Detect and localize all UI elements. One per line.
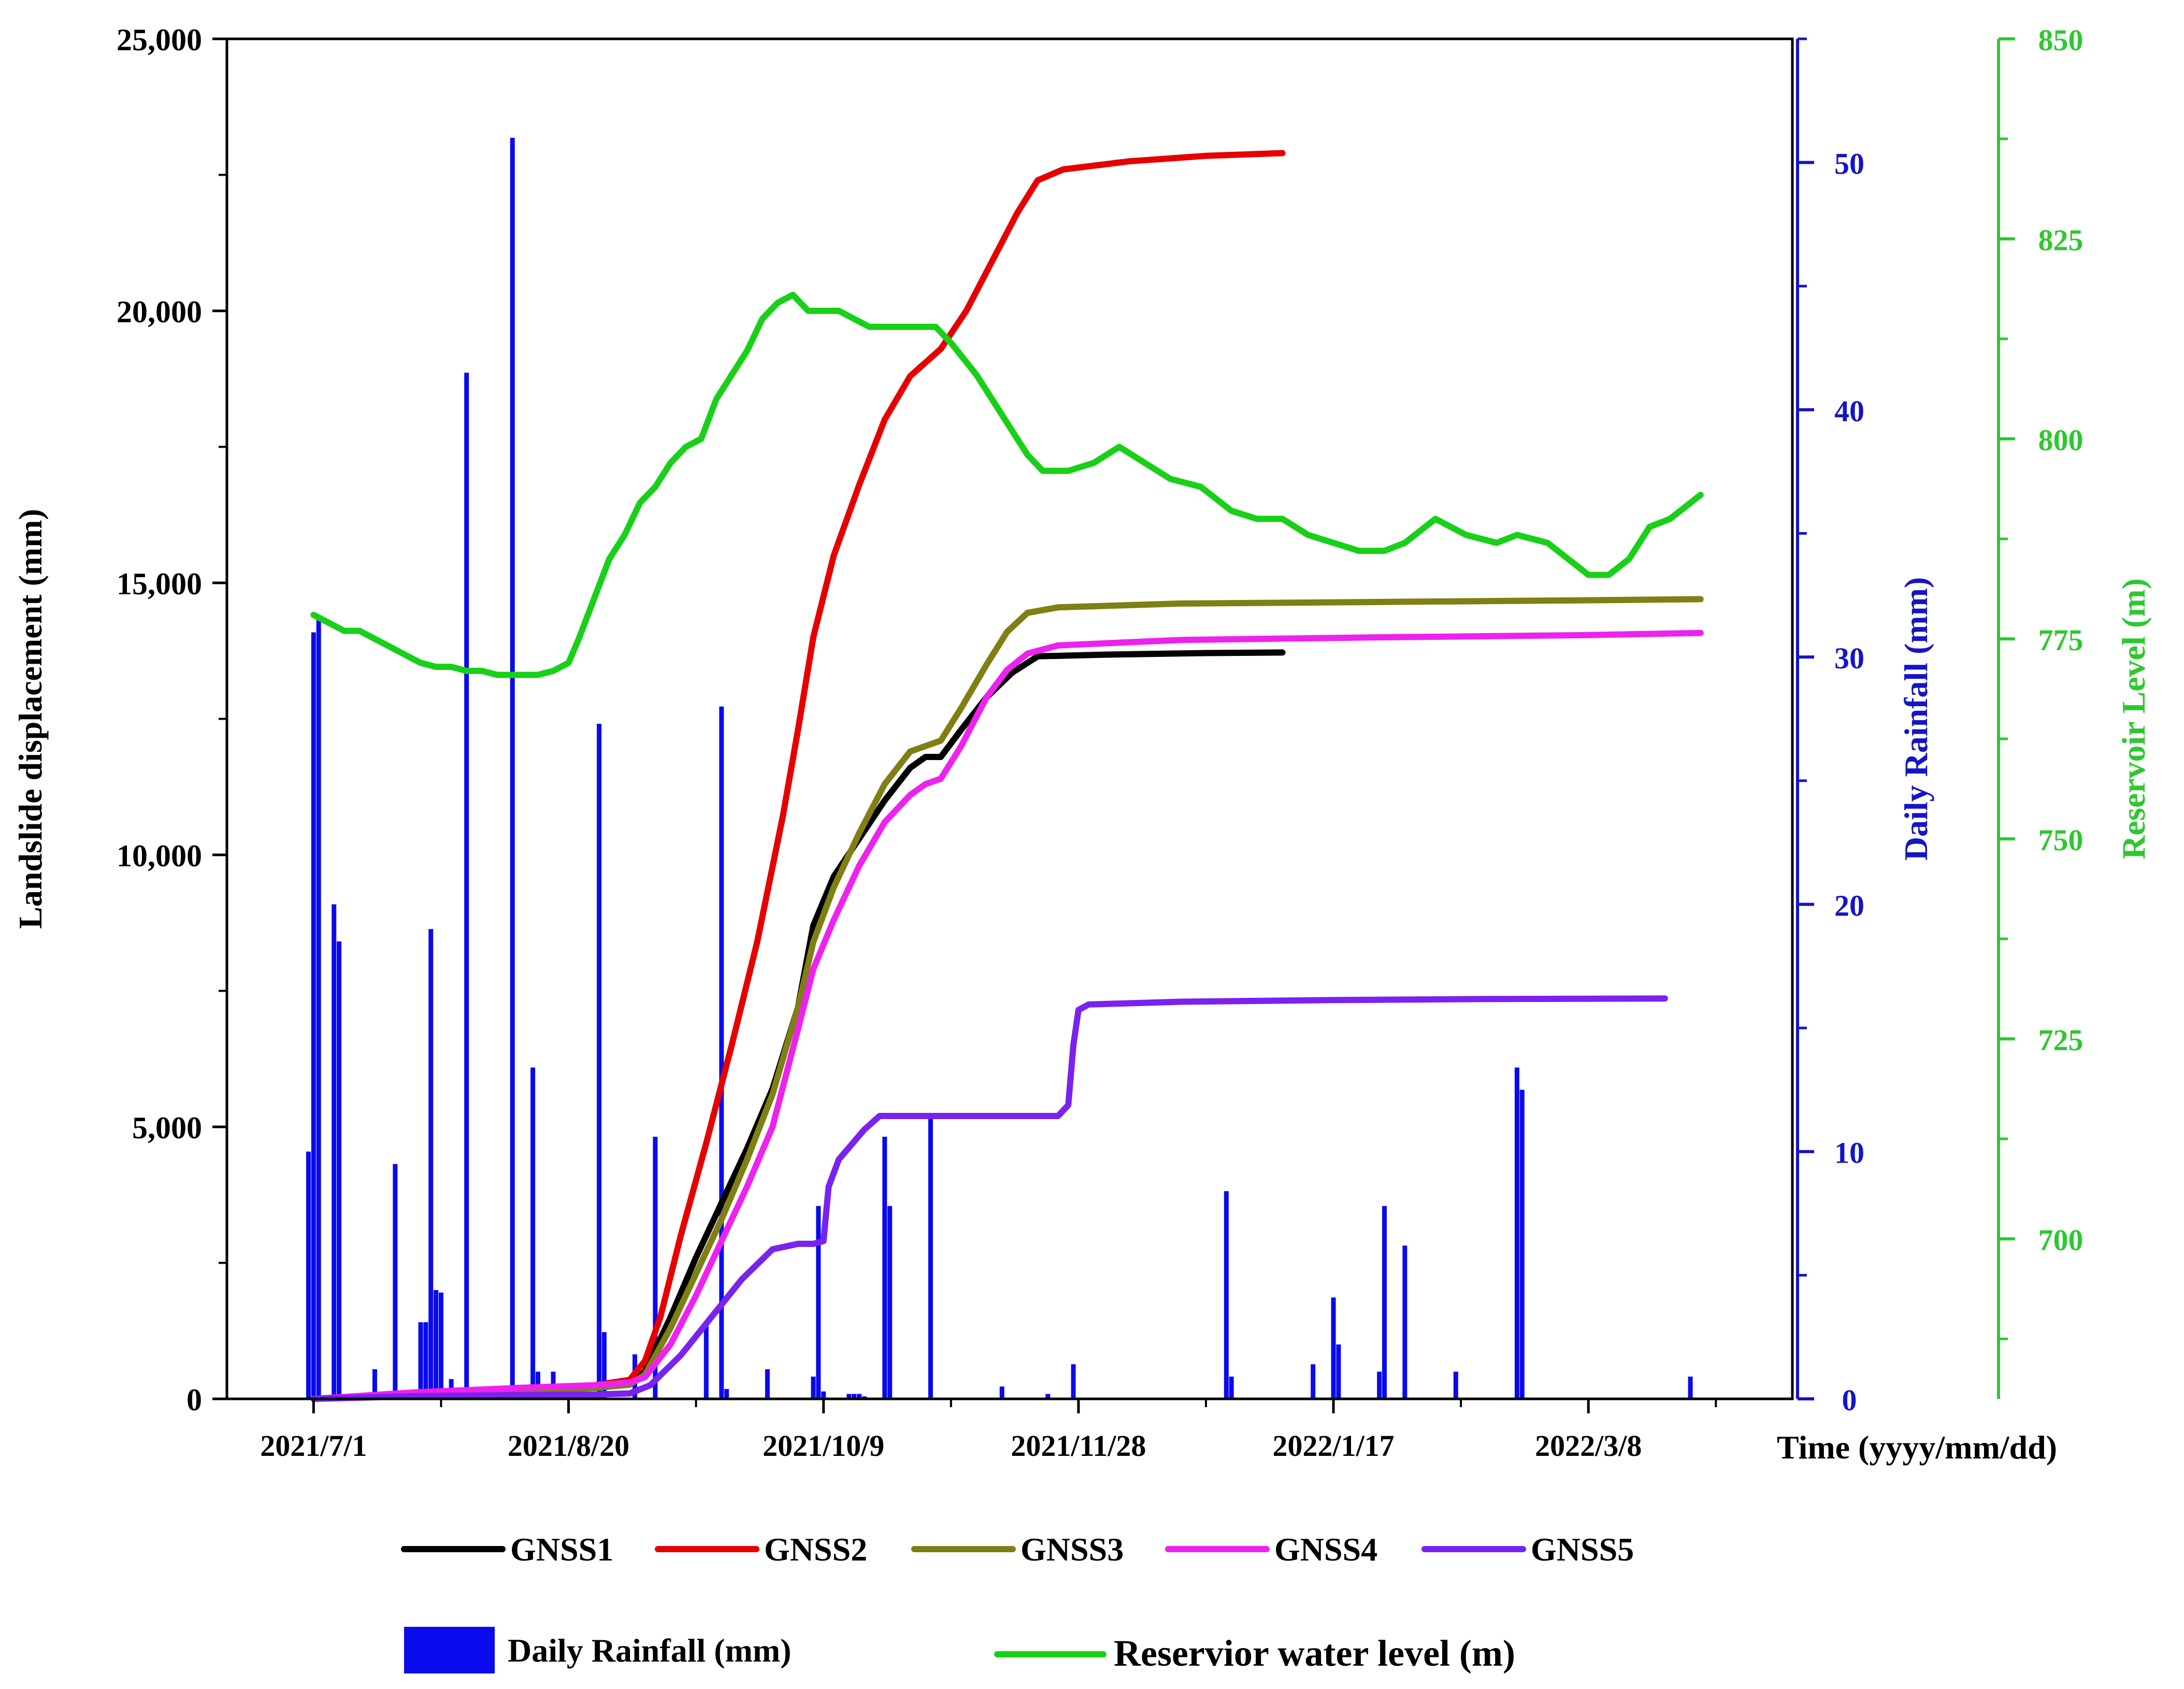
rainfall-bar-37: [887, 1206, 893, 1399]
reservoir-axis-tick-label: 750: [2038, 823, 2084, 857]
legend-label-reservoir-water-level: Reservior water level (m): [1114, 1633, 1515, 1674]
rainfall-bar-27: [724, 1389, 729, 1399]
rainfall-bar-9: [423, 1322, 428, 1399]
rainfall-bar-8: [418, 1322, 423, 1399]
reservoir-axis-tick-label: 850: [2038, 23, 2084, 57]
rainfall-axis-title: Daily Rainfall (mm): [1898, 577, 1934, 861]
x-axis-tick-label: 2021/7/1: [260, 1429, 367, 1463]
rainfall-axis-tick-label: 10: [1834, 1136, 1864, 1170]
legend: GNSS1 GNSS2 GNSS3 GNSS4 GNSS5 Daily Rainfall …: [401, 1531, 1634, 1674]
rainfall-bar-33: [852, 1394, 857, 1399]
rainfall-bar-31: [821, 1391, 826, 1399]
left-axis-tick-label: 20,000: [117, 295, 202, 329]
series-line-gnss4: [310, 629, 1704, 1402]
rainfall-bar-14: [464, 373, 469, 1399]
rainfall-bar-25: [703, 1324, 709, 1399]
x-axis-title: Time (yyyy/mm/dd): [1777, 1429, 2057, 1466]
rainfall-bar-42: [1224, 1191, 1229, 1399]
left-axis-tick-label: 25,000: [117, 23, 202, 57]
legend-label-gnss3: GNSS3: [1021, 1531, 1124, 1568]
rainfall-bar-36: [882, 1137, 887, 1399]
rainfall-axis-tick-label: 50: [1834, 147, 1864, 181]
rainfall-bar-21: [597, 724, 602, 1399]
rainfall-bar-11: [434, 1290, 439, 1399]
x-axis-tick-label: 2021/8/20: [508, 1429, 629, 1463]
reservoir-axis-tick-label: 775: [2038, 623, 2084, 657]
series-line-gnss5: [310, 995, 1668, 1402]
rainfall-bar-48: [1382, 1206, 1387, 1399]
rainfall-bar-29: [811, 1377, 816, 1399]
rainfall-bar-53: [1688, 1377, 1693, 1399]
rainfall-bar-46: [1336, 1344, 1341, 1399]
rainfall-bar-2: [316, 620, 321, 1399]
rainfall-bar-3: [332, 904, 337, 1399]
rainfall-bar-16: [530, 1067, 536, 1399]
rainfall-bar-6: [393, 1164, 398, 1399]
legend-swatch-daily-rainfall: [404, 1627, 495, 1673]
rainfall-bar-30: [816, 1206, 821, 1399]
left-axis-title: Landslide displacement (mm): [12, 509, 49, 929]
rainfall-bar-40: [1045, 1394, 1051, 1399]
reservoir-axis-tick-label: 700: [2038, 1223, 2084, 1257]
legend-label-daily-rainfall: Daily Rainfall (mm): [508, 1632, 792, 1669]
rainfall-bar-41: [1071, 1364, 1076, 1399]
reservoir-axis-tick-label: 800: [2038, 423, 2084, 457]
legend-label-gnss2: GNSS2: [764, 1531, 867, 1568]
rainfall-bar-26: [719, 706, 724, 1399]
rainfall-bar-4: [337, 941, 342, 1399]
rainfall-bar-39: [999, 1386, 1004, 1399]
series-lines: [310, 150, 1704, 1402]
rainfall-bar-12: [438, 1292, 443, 1399]
legend-label-gnss5: GNSS5: [1531, 1531, 1634, 1568]
rainfall-bars: [306, 137, 1693, 1399]
rainfall-bar-38: [928, 1114, 933, 1399]
rainfall-bar-34: [857, 1394, 862, 1399]
legend-label-gnss4: GNSS4: [1274, 1531, 1377, 1568]
left-axis-tick-label: 5,000: [132, 1111, 202, 1145]
x-axis-tick-label: 2022/1/17: [1272, 1429, 1394, 1463]
rainfall-axis-tick-label: 40: [1834, 394, 1864, 428]
rainfall-bar-43: [1229, 1377, 1234, 1399]
rainfall-bar-15: [510, 137, 515, 1399]
series-line-gnss2: [310, 150, 1286, 1402]
rainfall-bar-32: [846, 1394, 852, 1399]
x-axis-tick-label: 2021/10/9: [763, 1429, 884, 1463]
rainfall-axis-tick-label: 20: [1834, 889, 1864, 922]
rainfall-bar-50: [1453, 1371, 1458, 1399]
reservoir-axis-title: Reservoir Level (m): [2115, 578, 2152, 860]
rainfall-axis-tick-label: 0: [1842, 1383, 1857, 1417]
legend-label-gnss1: GNSS1: [510, 1531, 613, 1568]
rainfall-bar-52: [1519, 1090, 1525, 1399]
reservoir-axis-tick-label: 825: [2038, 223, 2084, 257]
rainfall-axis-tick-label: 30: [1834, 641, 1864, 675]
series-line-reservior-water-level-m-: [310, 292, 1704, 678]
x-axis-tick-label: 2021/11/28: [1011, 1429, 1146, 1463]
rainfall-bar-47: [1377, 1371, 1382, 1399]
left-axis-tick-label: 15,000: [117, 567, 202, 601]
rainfall-bar-22: [601, 1332, 607, 1399]
rainfall-bar-51: [1514, 1067, 1519, 1399]
x-axis-tick-label: 2022/3/8: [1535, 1429, 1642, 1463]
left-axis-tick-label: 10,000: [117, 839, 202, 873]
rainfall-bar-10: [428, 929, 434, 1399]
rainfall-bar-5: [372, 1369, 377, 1399]
rainfall-bar-45: [1331, 1297, 1336, 1399]
rainfall-bar-1: [311, 632, 316, 1399]
rainfall-bar-49: [1402, 1246, 1407, 1399]
reservoir-axis-tick-label: 725: [2038, 1023, 2084, 1057]
rainfall-bar-24: [653, 1137, 658, 1399]
axes: 0 5,000 10,000 15,000 20,000 25,000 Landslide …: [12, 23, 2152, 1466]
rainfall-bar-44: [1311, 1364, 1316, 1399]
rainfall-bar-28: [765, 1369, 770, 1399]
left-axis-tick-label: 0: [186, 1383, 202, 1417]
rainfall-bar-0: [306, 1151, 311, 1399]
